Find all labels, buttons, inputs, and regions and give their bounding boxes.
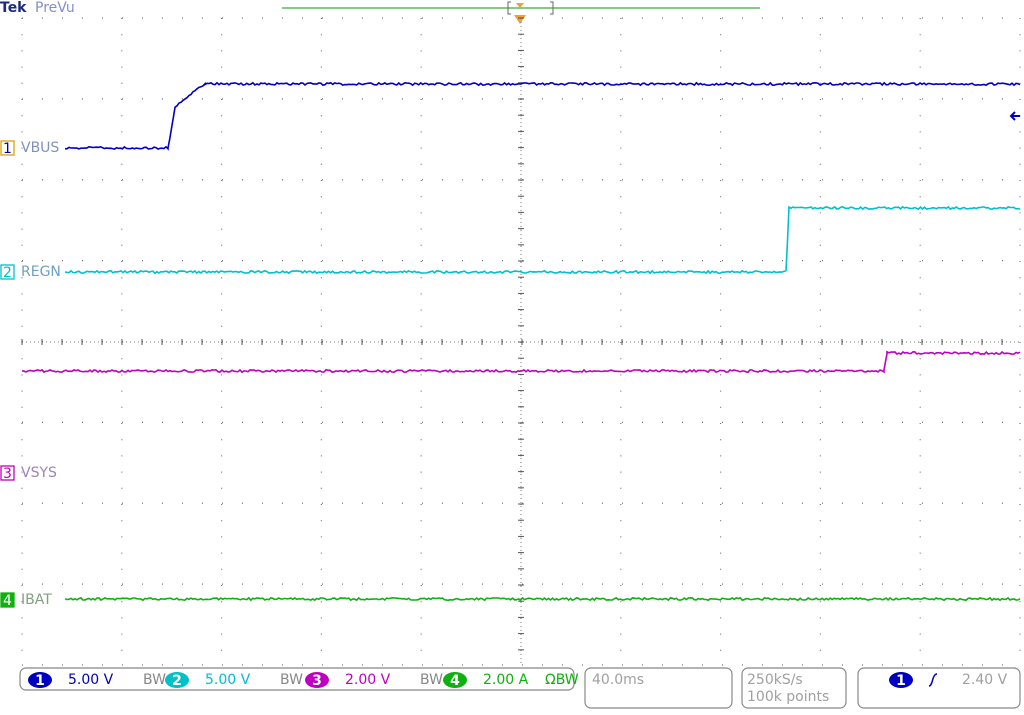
bandwidth-flag: BW xyxy=(420,672,443,688)
brand: Tek xyxy=(0,0,27,16)
mode: PreVu xyxy=(35,0,75,16)
channel-label: VSYS xyxy=(21,465,57,481)
scale: 5.00 V xyxy=(205,672,251,688)
channel-number: 1 xyxy=(3,141,12,157)
scale: 5.00 V xyxy=(68,672,114,688)
scale-channel: 1 xyxy=(35,673,45,689)
channel-labels: 1 VBUS 2 REGN 3 VSYS 4 IBAT xyxy=(1,140,61,609)
channel-label: IBAT xyxy=(21,592,52,608)
channel-number: 3 xyxy=(3,466,12,482)
trigger-level: 2.40 V xyxy=(962,672,1008,688)
scale-channel: 3 xyxy=(312,673,322,689)
channel-number: 4 xyxy=(3,593,12,609)
trace xyxy=(65,598,1020,600)
trace xyxy=(65,83,1020,149)
bandwidth-flag: ΩBW xyxy=(545,672,579,688)
sample-rate: 250kS/s xyxy=(747,672,803,688)
trigger-level-marker xyxy=(1011,112,1020,120)
channel-number: 2 xyxy=(3,265,12,281)
trace xyxy=(65,207,1020,273)
timebase: 40.0ms xyxy=(592,672,644,688)
scale: 2.00 A xyxy=(483,672,529,688)
trigger-position xyxy=(514,15,526,24)
scale-channel: 2 xyxy=(172,673,182,689)
graticule xyxy=(22,18,1020,665)
channel-label: REGN xyxy=(21,264,61,280)
bandwidth-flag: BW xyxy=(143,672,166,688)
channel-label: VBUS xyxy=(21,140,59,156)
scale: 2.00 V xyxy=(345,672,391,688)
trigger-source: 1 xyxy=(896,673,906,689)
bandwidth-flag: BW xyxy=(280,672,303,688)
scale-channel: 4 xyxy=(450,673,460,689)
record-length: 100k points xyxy=(747,689,829,705)
